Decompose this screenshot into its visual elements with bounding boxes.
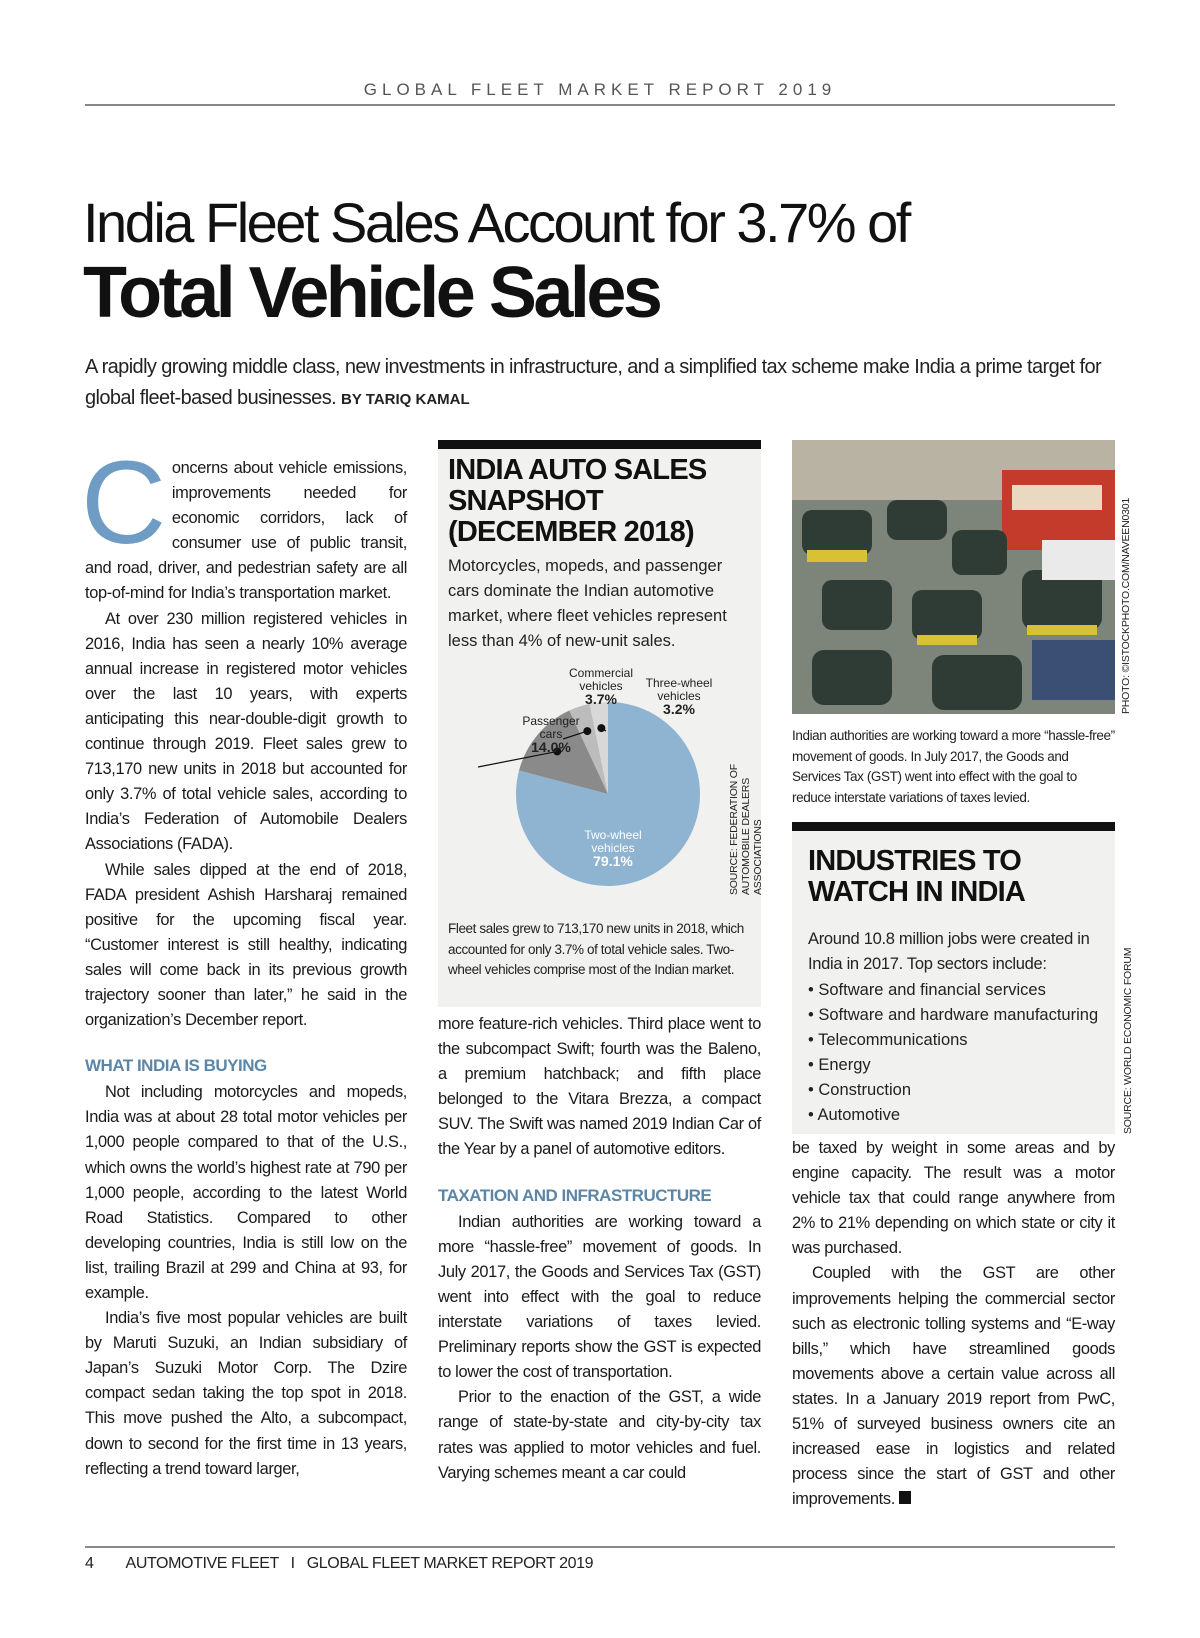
end-mark-icon [899, 1491, 912, 1505]
industry-item: • Energy [808, 1056, 871, 1074]
traffic-photo-image [792, 440, 1115, 714]
paragraph: Indian authorities are working toward a … [438, 1212, 761, 1382]
publication-name: AUTOMOTIVE FLEET [125, 1555, 279, 1572]
industry-item: • Software and hardware manufacturing [808, 1006, 1099, 1024]
industry-label: Software and financial services [818, 981, 1046, 999]
label-name: Passenger cars [522, 714, 580, 741]
snapshot-box: INDIA AUTO SALES SNAPSHOT (DECEMBER 2018… [438, 449, 764, 1007]
industry-label: Construction [818, 1081, 912, 1099]
label-passenger-cars: Passenger cars 14.0% [516, 715, 586, 755]
industry-item: • Automotive [808, 1106, 900, 1124]
pie-chart [477, 702, 700, 886]
paragraph: At over 230 million registered vehicles … [85, 609, 407, 854]
section-heading: TAXATION AND INFRASTRUCTURE [438, 1185, 712, 1205]
label-value: 3.2% [663, 701, 695, 717]
label-two-wheel: Two-wheel vehicles 79.1% [568, 829, 658, 869]
industry-item: • Software and financial services [808, 981, 1046, 999]
snapshot-title: INDIA AUTO SALES SNAPSHOT (DECEMBER 2018… [448, 454, 707, 548]
photo-caption: Indian authorities are working toward a … [792, 728, 1115, 805]
column-2: more feature-rich vehicles. Third place … [438, 1012, 761, 1486]
label-value: 14.0% [531, 739, 571, 755]
footer-rule [85, 1546, 1115, 1548]
page-number: 4 [85, 1555, 94, 1572]
industry-label: Telecommunications [818, 1031, 968, 1049]
title-line-2: Total Vehicle Sales [83, 253, 663, 333]
industries-bar [792, 822, 1115, 831]
leader-line [477, 750, 558, 768]
leader-line [601, 727, 607, 732]
section-heading: WHAT INDIA IS BUYING [85, 1056, 267, 1076]
paragraph: India’s five most popular vehicles are b… [85, 1309, 407, 1478]
label-name: Commercial vehicles [568, 666, 633, 693]
label-value: 3.7% [585, 691, 617, 707]
footer-separator: I [290, 1555, 295, 1572]
snapshot-caption: Fleet sales grew to 713,170 new units in… [448, 921, 744, 977]
industry-label: Software and hardware manufacturing [818, 1006, 1099, 1024]
paragraph-text: oncerns about vehicle emissions, improve… [85, 459, 407, 603]
paragraph: Prior to the enaction of the GST, a wide… [438, 1388, 761, 1482]
running-header: GLOBAL FLEET MARKET REPORT 2019 [363, 80, 837, 99]
paragraph: While sales dipped at the end of 2018, F… [85, 860, 407, 1030]
paragraph: Not including motorcycles and mopeds, In… [85, 1083, 407, 1302]
label-name: Two-wheel vehicles [584, 828, 642, 855]
industries-list: • Software and financial services • Soft… [808, 978, 1108, 1128]
label-value: 79.1% [593, 853, 633, 869]
industries-box: INDUSTRIES TO WATCH IN INDIA Around 10.8… [792, 831, 1115, 1134]
report-name: GLOBAL FLEET MARKET REPORT 2019 [306, 1555, 594, 1572]
pie-slice-passenger-cars [519, 710, 608, 794]
paragraph: Coupled with the GST are other improveme… [792, 1261, 1115, 1512]
paragraph-text: Coupled with the GST are other improveme… [792, 1264, 1115, 1509]
subtitle-text: A rapidly growing middle class, new inve… [85, 356, 1102, 409]
photo-credit: PHOTO: ©ISTOCKPHOTO.COM/NAVEEN0301 [1120, 497, 1132, 714]
label-commercial: Commercial vehicles 3.7% [561, 667, 641, 707]
industry-item: • Construction [808, 1081, 912, 1099]
industries-title: INDUSTRIES TO WATCH IN INDIA [808, 845, 1026, 908]
label-name: Three-wheel vehicles [645, 676, 713, 703]
snapshot-description: Motorcycles, mopeds, and passenger cars … [448, 557, 727, 650]
leader-line [562, 730, 588, 740]
industries-intro: Around 10.8 million jobs were created in… [808, 930, 1090, 973]
title-line-1: India Fleet Sales Account for 3.7% of [83, 191, 911, 254]
byline: BY TARIQ KAMAL [341, 391, 470, 408]
traffic-photo [792, 440, 1115, 714]
industry-label: Energy [818, 1056, 871, 1074]
subtitle: A rapidly growing middle class, new inve… [85, 352, 1115, 415]
drop-cap: C [81, 437, 166, 569]
header-rule [85, 104, 1115, 106]
industry-item: • Telecommunications [808, 1031, 968, 1049]
footer: 4 AUTOMOTIVE FLEET I GLOBAL FLEET MARKET… [85, 1555, 594, 1573]
industries-source: SOURCE: WORLD ECONOMIC FORUM [1122, 947, 1134, 1134]
industry-label: Automotive [817, 1106, 900, 1124]
label-three-wheel: Three-wheel vehicles 3.2% [634, 677, 724, 717]
paragraph: more feature-rich vehicles. Third place … [438, 1015, 761, 1159]
column-3: be taxed by weight in some areas and by … [792, 1136, 1115, 1512]
snapshot-bar [438, 440, 761, 449]
source-text: SOURCE: FEDERATION OF AUTOMOBILE DEALERS… [728, 764, 764, 895]
pie-slice-commercial-vehicles [569, 703, 608, 794]
snapshot-source: SOURCE: FEDERATION OF AUTOMOBILE DEALERS… [728, 695, 764, 895]
paragraph: be taxed by weight in some areas and by … [792, 1139, 1115, 1258]
